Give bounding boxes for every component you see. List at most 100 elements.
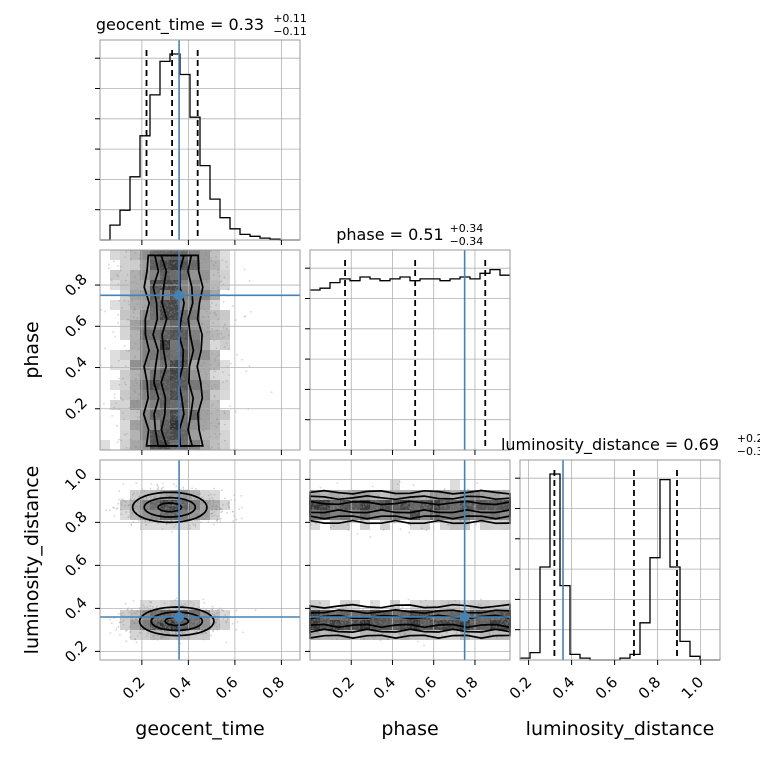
scatter-point: [466, 503, 469, 506]
scatter-point: [135, 482, 138, 485]
scatter-point: [182, 431, 185, 434]
scatter-point: [217, 353, 220, 356]
scatter-point: [429, 506, 432, 508]
scatter-point: [185, 282, 188, 284]
scatter-point: [136, 610, 139, 613]
scatter-point: [153, 620, 156, 622]
scatter-point: [143, 444, 145, 446]
density-cell: [140, 430, 150, 440]
density-cell: [340, 500, 350, 510]
scatter-point: [171, 436, 174, 439]
density-cell: [400, 500, 410, 510]
scatter-point: [169, 272, 172, 275]
density-cell: [140, 420, 150, 430]
scatter-point: [161, 314, 163, 317]
density-cell: [390, 500, 400, 510]
scatter-point: [436, 505, 438, 508]
scatter-point: [171, 514, 173, 516]
scatter-point: [336, 511, 339, 513]
scatter-point: [117, 625, 120, 628]
scatter-point: [488, 608, 491, 611]
scatter-point: [208, 298, 210, 300]
scatter-point: [125, 629, 128, 631]
density-cell: [450, 490, 460, 500]
scatter-point: [408, 507, 411, 510]
density-cell: [220, 250, 230, 260]
scatter-point: [232, 520, 235, 522]
scatter-point: [164, 507, 167, 509]
scatter-point: [184, 489, 187, 492]
scatter-point: [150, 374, 152, 377]
scatter-point: [163, 386, 166, 389]
scatter-point: [366, 496, 369, 499]
scatter-point: [148, 503, 151, 506]
scatter-point: [173, 619, 176, 622]
scatter-point: [229, 405, 231, 407]
scatter-point: [150, 430, 153, 432]
scatter-point: [150, 402, 153, 405]
scatter-point: [120, 265, 122, 268]
scatter-point: [181, 376, 184, 378]
scatter-point: [149, 264, 152, 267]
scatter-point: [128, 514, 131, 517]
scatter-point: [417, 627, 419, 630]
scatter-point: [182, 510, 185, 512]
scatter-point: [152, 510, 155, 513]
scatter-point: [502, 499, 504, 502]
scatter-point: [396, 483, 399, 485]
scatter-point: [485, 619, 488, 622]
scatter-point: [183, 331, 186, 334]
scatter-point: [153, 297, 156, 300]
scatter-point: [127, 350, 130, 352]
scatter-point: [201, 515, 204, 518]
scatter-point: [137, 394, 140, 396]
scatter-point: [156, 371, 159, 374]
scatter-point: [167, 335, 170, 337]
scatter-point: [225, 261, 228, 263]
scatter-point: [184, 265, 187, 267]
scatter-point: [121, 612, 124, 614]
scatter-point: [332, 506, 335, 509]
scatter-point: [201, 353, 204, 355]
scatter-point: [173, 500, 176, 503]
density-cell: [170, 520, 180, 530]
scatter-point: [155, 629, 158, 631]
scatter-point: [167, 419, 170, 422]
scatter-point: [316, 631, 318, 634]
density-cell: [210, 270, 220, 280]
scatter-point: [316, 631, 318, 634]
scatter-point: [150, 627, 153, 630]
scatter-point: [351, 621, 354, 623]
x-tick-label: 0.8: [452, 673, 482, 703]
scatter-point: [182, 315, 185, 318]
scatter-point: [184, 281, 187, 284]
scatter-point: [191, 618, 194, 621]
scatter-point: [466, 503, 469, 506]
scatter-point: [165, 493, 168, 495]
scatter-point: [466, 632, 469, 635]
scatter-point: [217, 443, 220, 445]
scatter-point: [147, 405, 150, 408]
scatter-point: [149, 509, 152, 512]
scatter-point: [335, 612, 337, 615]
scatter-point: [150, 507, 153, 510]
scatter-point: [176, 302, 179, 304]
scatter-point: [169, 434, 172, 437]
scatter-point: [319, 506, 322, 509]
scatter-point: [175, 335, 178, 337]
scatter-point: [207, 624, 209, 627]
scatter-point: [503, 618, 505, 620]
scatter-point: [162, 486, 164, 489]
scatter-point: [151, 511, 154, 513]
scatter-point: [500, 620, 503, 622]
x-tick-label: 0.4: [165, 673, 195, 703]
scatter-point: [176, 321, 179, 324]
scatter-point: [482, 622, 485, 624]
scatter-point: [228, 611, 230, 614]
scatter-point: [190, 497, 193, 500]
scatter-point: [118, 438, 120, 441]
scatter-point: [210, 422, 213, 425]
scatter-point: [133, 308, 136, 311]
scatter-point: [351, 516, 354, 519]
scatter-point: [399, 528, 402, 531]
